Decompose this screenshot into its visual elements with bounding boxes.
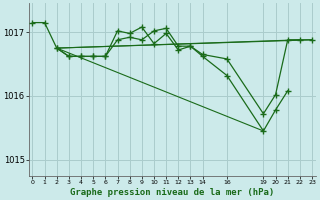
- X-axis label: Graphe pression niveau de la mer (hPa): Graphe pression niveau de la mer (hPa): [70, 188, 274, 197]
